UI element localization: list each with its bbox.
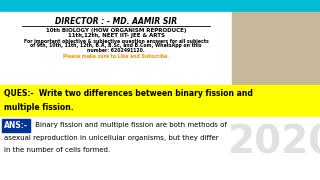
Bar [0, 0, 320, 12]
Text: number: 6202491120.: number: 6202491120. [87, 48, 145, 53]
Bar [232, 12, 320, 85]
Text: asexual reproduction in unicellular organisms, but they differ: asexual reproduction in unicellular orga… [4, 135, 219, 141]
Text: Please make sure to Like and Subscribe.: Please make sure to Like and Subscribe. [63, 53, 169, 59]
Text: multiple fission.: multiple fission. [4, 102, 74, 111]
Text: Binary fission and multiple fission are both methods of: Binary fission and multiple fission are … [33, 123, 227, 129]
Text: 10th BIOLOGY (HOW ORGANISM REPRODUCE): 10th BIOLOGY (HOW ORGANISM REPRODUCE) [46, 28, 186, 33]
Bar [0, 117, 320, 180]
Text: in the number of cells formed.: in the number of cells formed. [4, 147, 110, 153]
Text: For important objective & subjective question answers for all subjects: For important objective & subjective que… [24, 39, 208, 44]
Bar [0, 12, 232, 85]
Text: QUES:-  Write two differences between binary fission and: QUES:- Write two differences between bin… [4, 89, 253, 98]
Bar [0, 85, 320, 117]
Text: 2020: 2020 [228, 123, 320, 161]
Text: DIRECTOR : - MD. AAMIR SIR: DIRECTOR : - MD. AAMIR SIR [55, 17, 177, 26]
Bar [2, 119, 30, 132]
Text: ANS:-: ANS:- [4, 121, 28, 130]
Text: 11th,12th, NEET IIT- JEE & ARTS: 11th,12th, NEET IIT- JEE & ARTS [68, 33, 164, 38]
Text: of 9th, 10th, 11th, 12th, B.A, B.Sc, and B.Com, WhatsApp on this: of 9th, 10th, 11th, 12th, B.A, B.Sc, and… [30, 44, 202, 48]
